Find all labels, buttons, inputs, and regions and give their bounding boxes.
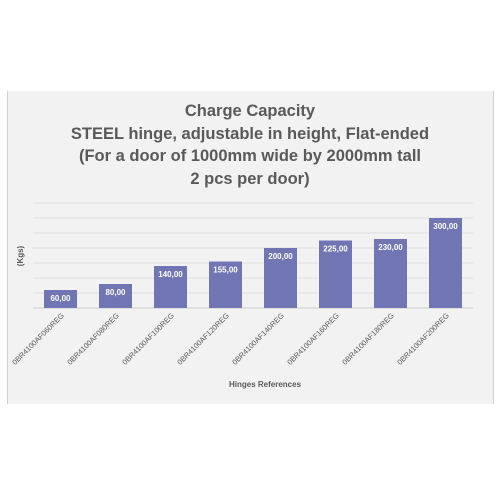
- category-ticks: 0BR4100AF060REG 0BR4100AF080REG 0BR4100AF1…: [10, 311, 451, 367]
- category-tick-label: 0BR4100AF060REG: [10, 311, 66, 367]
- bar: [374, 239, 407, 308]
- category-tick-label: 0BR4100AF120REG: [175, 311, 231, 367]
- bar-value-label: 80,00: [105, 288, 126, 297]
- bar-value-label: 155,00: [213, 266, 238, 275]
- chart-frame: [7, 91, 494, 404]
- category-tick-label: 0BR4100AF160REG: [285, 311, 341, 367]
- bars: 60,00 80,00 140,00 155,00 200,00 225,00 230,00…: [44, 218, 462, 308]
- category-tick-label: 0BR4100AF140REG: [230, 311, 286, 367]
- bar-value-label: 300,00: [433, 222, 458, 231]
- bar-value-label: 200,00: [268, 252, 293, 261]
- chart-title-line-1: Charge Capacity: [184, 102, 316, 120]
- y-axis-label: (Kgs): [16, 245, 25, 266]
- category-tick-label: 0BR4100AF080REG: [65, 311, 121, 367]
- bar-value-label: 140,00: [158, 270, 183, 279]
- chart-title-line-2: STEEL hinge, adjustable in height, Flat-…: [70, 124, 430, 143]
- category-tick-label: 0BR4100AF180REG: [340, 311, 396, 367]
- bar-value-label: 230,00: [378, 243, 403, 252]
- bar-value-label: 225,00: [323, 245, 348, 254]
- category-tick-label: 0BR4100AF200REG: [395, 311, 451, 367]
- bar: [264, 248, 297, 308]
- bar: [44, 290, 77, 308]
- bar: [154, 266, 187, 308]
- bar-value-label: 60,00: [50, 294, 71, 303]
- x-axis-label: Hinges References: [229, 380, 302, 389]
- bar: [99, 284, 132, 308]
- bar: [319, 240, 352, 308]
- category-tick-label: 0BR4100AF100REG: [120, 311, 176, 367]
- bar: [429, 218, 462, 308]
- chart-title: Charge Capacity STEEL hinge, adjustable …: [0, 100, 500, 190]
- bar: [209, 261, 242, 308]
- chart-title-line-3: (For a door of 1000mm wide by 2000mm tal…: [78, 147, 422, 165]
- chart-title-line-4: 2 pcs per door): [190, 169, 310, 188]
